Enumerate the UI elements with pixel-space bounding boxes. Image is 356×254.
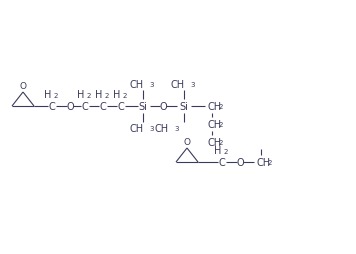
Text: Si: Si [138, 102, 147, 112]
Text: 3: 3 [149, 125, 153, 132]
Text: 2: 2 [54, 92, 58, 98]
Text: CH: CH [257, 157, 271, 167]
Text: H: H [214, 146, 221, 156]
Text: 2: 2 [105, 92, 109, 98]
Text: Si: Si [179, 102, 188, 112]
Text: O: O [159, 102, 167, 112]
Text: 2: 2 [219, 104, 223, 109]
Text: CH: CH [208, 102, 222, 112]
Text: 3: 3 [174, 125, 178, 132]
Text: C: C [100, 102, 106, 112]
Text: H: H [112, 90, 120, 100]
Text: C: C [82, 102, 88, 112]
Text: CH: CH [171, 80, 185, 90]
Text: CH: CH [208, 120, 222, 130]
Text: H: H [44, 90, 51, 100]
Text: C: C [117, 102, 124, 112]
Text: 2: 2 [219, 139, 223, 146]
Text: CH: CH [130, 80, 144, 90]
Text: 2: 2 [219, 121, 223, 128]
Text: 3: 3 [149, 82, 153, 88]
Text: 2: 2 [268, 159, 272, 165]
Text: CH: CH [155, 123, 169, 133]
Text: 2: 2 [87, 92, 91, 98]
Text: C: C [49, 102, 56, 112]
Text: O: O [66, 102, 74, 112]
Text: CH: CH [130, 123, 144, 133]
Text: O: O [236, 157, 244, 167]
Text: H: H [95, 90, 102, 100]
Text: 2: 2 [123, 92, 127, 98]
Text: O: O [183, 137, 190, 146]
Text: C: C [219, 157, 225, 167]
Text: 2: 2 [224, 148, 229, 154]
Text: O: O [20, 82, 26, 91]
Text: H: H [77, 90, 84, 100]
Text: 3: 3 [190, 82, 194, 88]
Text: CH: CH [208, 137, 222, 147]
